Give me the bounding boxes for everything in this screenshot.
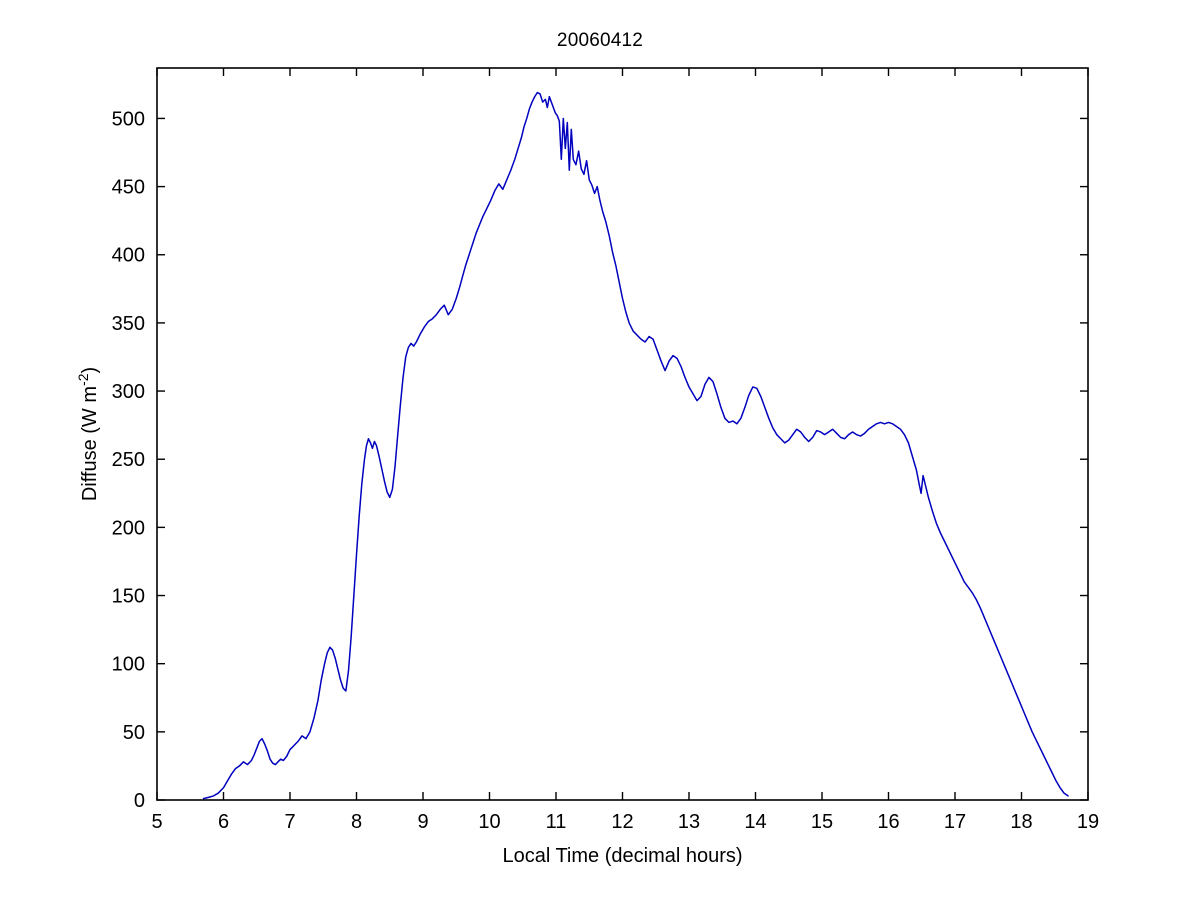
y-tick-label: 400 bbox=[112, 245, 145, 267]
y-tick-label: 100 bbox=[112, 654, 145, 676]
chart-title: 20060412 bbox=[556, 30, 644, 51]
x-tick-label: 10 bbox=[478, 811, 500, 833]
data-series-line bbox=[202, 91, 1069, 800]
x-tick-label: 15 bbox=[811, 811, 833, 833]
x-tick-label: 19 bbox=[1077, 811, 1099, 833]
x-tick-label: 6 bbox=[218, 811, 229, 833]
y-axis-title-exponent: -2 bbox=[75, 373, 91, 386]
y-axis-title: Diffuse (W m-2) bbox=[75, 367, 101, 501]
x-tick-label: 5 bbox=[151, 811, 162, 833]
y-tick-label: 450 bbox=[112, 177, 145, 199]
x-axis-title: Local Time (decimal hours) bbox=[502, 845, 742, 867]
y-tick-label: 0 bbox=[134, 790, 145, 812]
y-tick-label: 250 bbox=[112, 449, 145, 471]
x-tick-label: 11 bbox=[546, 811, 567, 833]
x-tick-label: 9 bbox=[417, 811, 428, 833]
y-tick-label: 50 bbox=[123, 722, 145, 744]
x-tick-label: 13 bbox=[678, 811, 700, 833]
x-tick-label: 16 bbox=[877, 811, 899, 833]
y-tick-label: 300 bbox=[112, 381, 145, 403]
plot-box bbox=[156, 67, 1089, 801]
x-tick-label: 14 bbox=[744, 811, 766, 833]
y-tick-label: 150 bbox=[112, 586, 145, 608]
x-tick-label: 7 bbox=[284, 811, 295, 833]
y-tick-label: 350 bbox=[112, 313, 145, 335]
x-tick-label: 8 bbox=[351, 811, 362, 833]
x-tick-label: 12 bbox=[611, 811, 633, 833]
x-tick-label: 17 bbox=[944, 811, 966, 833]
y-axis-title-main: Diffuse (W m bbox=[79, 386, 101, 501]
y-tick-label: 200 bbox=[112, 517, 145, 539]
y-axis-title-tail: ) bbox=[79, 367, 101, 374]
x-tick-label: 18 bbox=[1010, 811, 1032, 833]
y-tick-label: 500 bbox=[112, 108, 145, 130]
